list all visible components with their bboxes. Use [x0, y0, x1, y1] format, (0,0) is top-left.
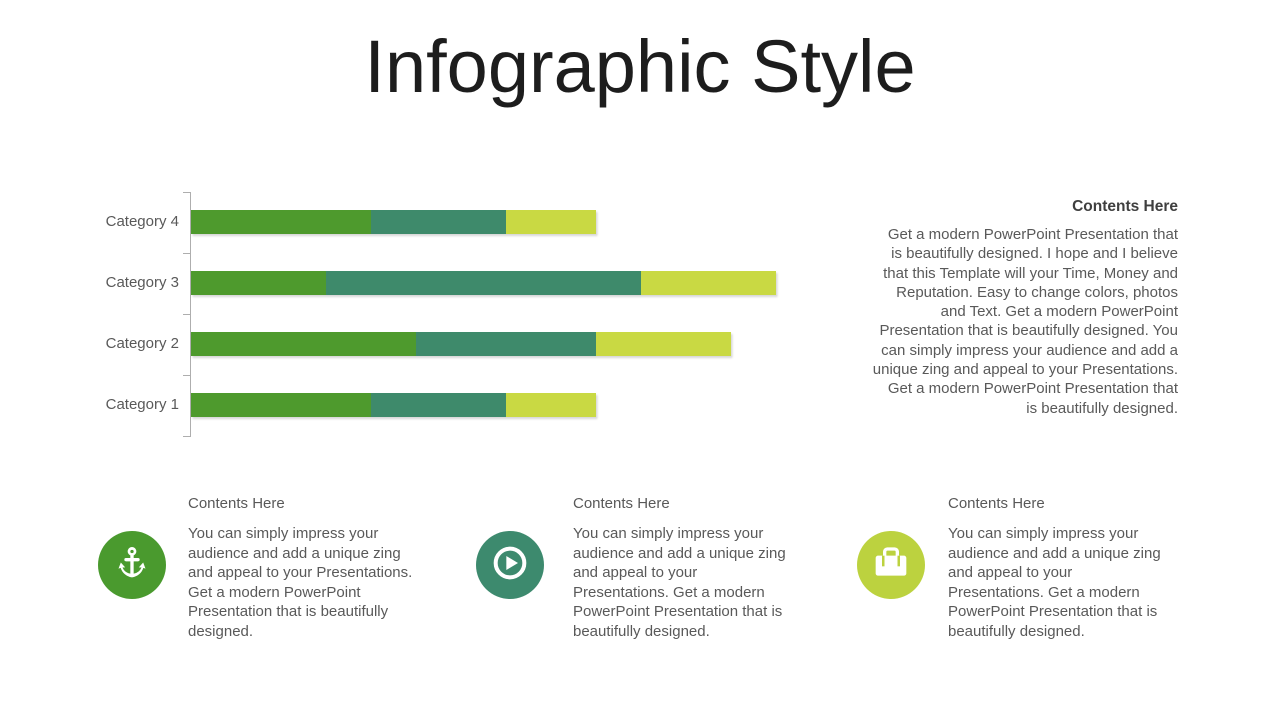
bar-segment-series-3 — [506, 393, 596, 417]
bar-row — [191, 332, 731, 356]
section-body: You can simply impress your audience and… — [188, 525, 413, 640]
bar-segment-series-1 — [191, 393, 371, 417]
bar-row — [191, 210, 596, 234]
bar-row — [191, 393, 596, 417]
bar-segment-series-3 — [596, 332, 731, 356]
bar-segment-series-2 — [326, 271, 641, 295]
bar-segment-series-2 — [371, 210, 506, 234]
y-axis-line — [190, 192, 191, 437]
section-body: You can simply impress your audience and… — [948, 525, 1161, 640]
right-panel-heading: Contents Here — [1072, 198, 1178, 215]
y-axis-tick — [183, 192, 190, 193]
section-heading: Contents Here — [188, 495, 285, 512]
bar-segment-series-2 — [416, 332, 596, 356]
section-heading: Contents Here — [948, 495, 1045, 512]
category-label: Category 1 — [105, 396, 179, 413]
y-axis-tick — [183, 253, 190, 254]
category-label: Category 2 — [105, 335, 179, 352]
section-icon-circle — [857, 531, 925, 599]
bar-segment-series-3 — [641, 271, 776, 295]
section-heading: Contents Here — [573, 495, 670, 512]
briefcase-icon — [871, 543, 911, 588]
y-axis-tick — [183, 436, 190, 437]
bar-segment-series-1 — [191, 210, 371, 234]
right-panel-body: Get a modern PowerPoint Presentation tha… — [872, 226, 1178, 417]
bar-row — [191, 271, 776, 295]
bar-segment-series-3 — [506, 210, 596, 234]
category-label: Category 3 — [105, 274, 179, 291]
bar-segment-series-2 — [371, 393, 506, 417]
slide-title: Infographic Style — [364, 25, 916, 108]
y-axis-tick — [183, 314, 190, 315]
bar-segment-series-1 — [191, 271, 326, 295]
section-icon-circle — [476, 531, 544, 599]
y-axis-tick — [183, 375, 190, 376]
play-icon — [490, 543, 530, 588]
anchor-icon — [112, 543, 152, 588]
right-content-panel: Contents Here Get a modern PowerPoint Pr… — [856, 198, 1178, 418]
section-icon-circle — [98, 531, 166, 599]
section-body: You can simply impress your audience and… — [573, 525, 786, 640]
category-label: Category 4 — [105, 213, 179, 230]
bar-segment-series-1 — [191, 332, 416, 356]
